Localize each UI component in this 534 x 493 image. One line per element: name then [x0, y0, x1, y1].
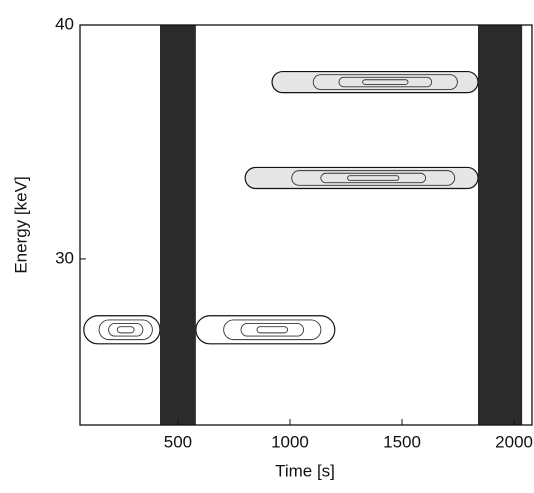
- contour-line: [320, 172, 427, 184]
- contour-line: [312, 74, 458, 90]
- contour-line: [256, 326, 289, 334]
- y-tick-label: 30: [55, 248, 74, 267]
- x-tick-label: 1000: [271, 432, 309, 451]
- band: [160, 25, 196, 425]
- contour-line: [98, 319, 153, 341]
- plot-frame: [79, 24, 533, 426]
- x-tick-label: 2000: [495, 432, 533, 451]
- x-tick-label: 500: [164, 432, 192, 451]
- contour-line: [116, 326, 135, 334]
- band: [477, 25, 523, 425]
- contour-line: [362, 79, 409, 85]
- x-axis-label: Time [s]: [275, 461, 335, 480]
- contour-line: [223, 319, 322, 341]
- contour-line: [338, 76, 433, 88]
- contour-line: [347, 175, 400, 181]
- y-axis-label: Energy [keV]: [11, 176, 30, 273]
- x-tick-label: 1500: [383, 432, 421, 451]
- y-tick-label: 40: [55, 14, 74, 33]
- contour-line: [240, 323, 304, 337]
- contour-region: [244, 166, 479, 190]
- contour-line: [291, 170, 456, 186]
- contour-line: [108, 323, 144, 337]
